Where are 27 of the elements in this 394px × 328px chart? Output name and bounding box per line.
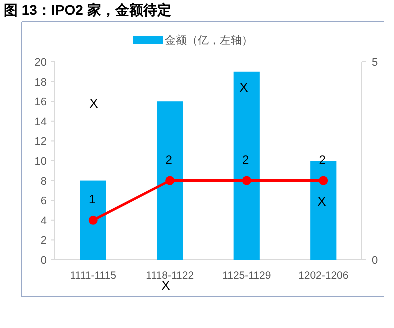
y-tick-label: 16 — [34, 96, 47, 109]
y-tick-label: 18 — [34, 76, 47, 89]
data-label: 1 — [89, 192, 96, 206]
y-tick-label: 8 — [40, 176, 47, 188]
data-label: 2 — [242, 152, 250, 167]
data-label: 2 — [166, 152, 173, 167]
y-tick-label: 6 — [40, 196, 47, 208]
x-tick-label: 1202-1206 — [298, 270, 349, 282]
y-tick-label: 2 — [40, 235, 47, 248]
y-tick-label: 4 — [40, 215, 47, 228]
y-tick-label: 12 — [34, 136, 47, 148]
y-tick-label: 10 — [34, 156, 47, 168]
annotation: X — [318, 194, 327, 209]
annotation: X — [90, 96, 99, 111]
annotation: X — [240, 80, 249, 95]
chart-title: 图 13：IPO2 家，金额待定 — [4, 2, 172, 18]
y-tick-label: 14 — [34, 116, 47, 128]
bar — [157, 102, 184, 260]
bar — [234, 72, 260, 260]
y-tick-label: 20 — [34, 57, 47, 69]
y-tick-label: 0 — [40, 255, 47, 267]
x-tick-label: 1111-1115 — [70, 270, 117, 282]
bar — [80, 180, 106, 260]
legend-label: 金额（亿，左轴） — [165, 34, 253, 47]
x-tick-label: 1125-1129 — [222, 270, 272, 282]
y2-tick-label: 5 — [372, 57, 378, 69]
y2-tick-label: 0 — [372, 255, 378, 267]
